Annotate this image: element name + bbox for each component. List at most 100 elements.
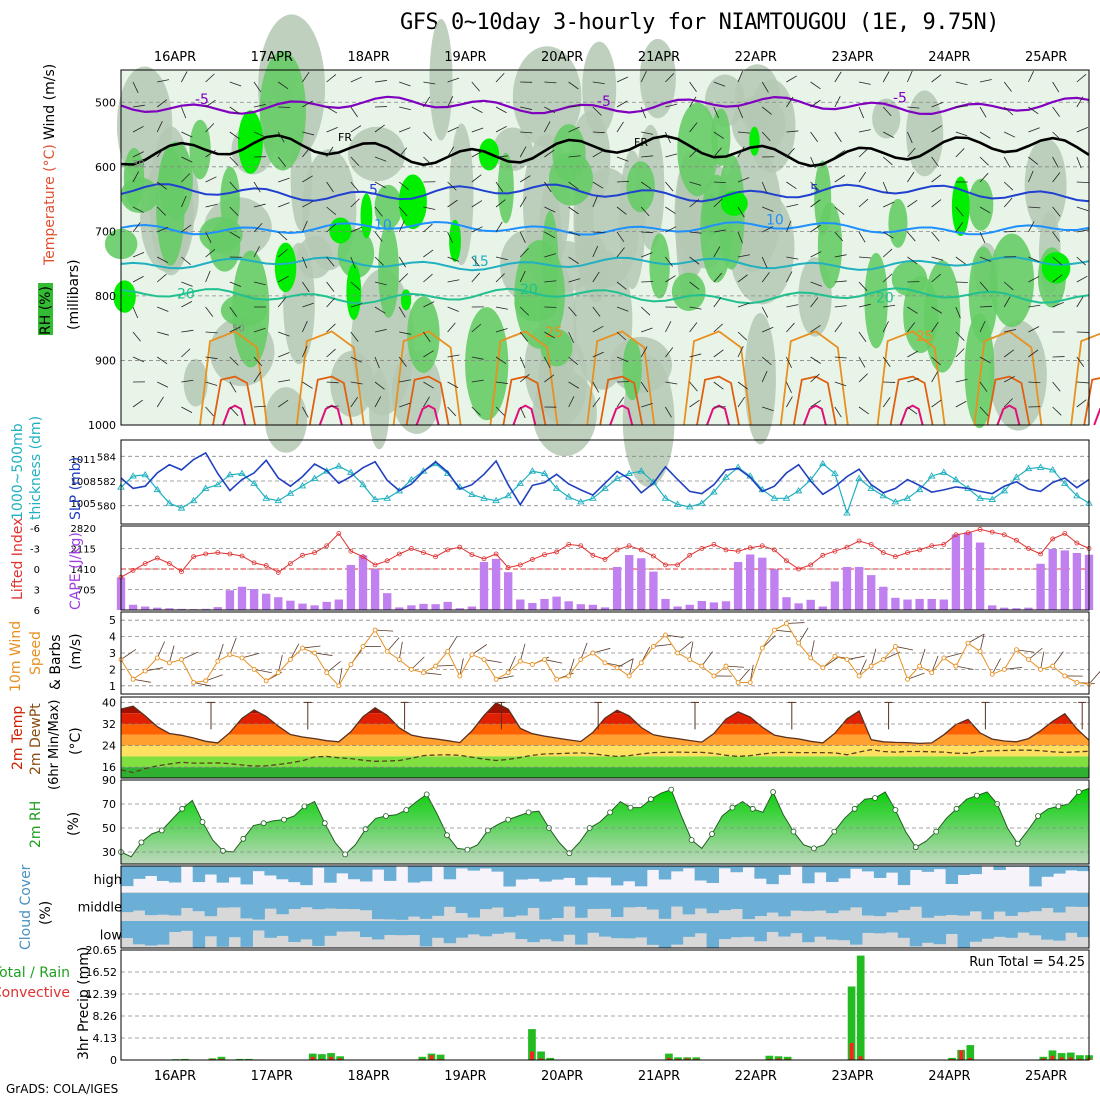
wind-barb — [955, 148, 965, 158]
rh2m-axis-label: 2m RH — [28, 801, 44, 848]
wind-barb — [471, 379, 484, 383]
wind-barb — [229, 231, 241, 239]
wind-barb — [907, 199, 918, 208]
wind-barb — [931, 655, 939, 673]
cape-bar — [201, 608, 210, 610]
wind-barb — [895, 646, 914, 651]
isotherm-line — [120, 95, 1090, 116]
wind-barb — [979, 206, 991, 214]
lifted-index-point — [166, 561, 172, 566]
wind-barb — [544, 231, 556, 239]
wind-barb — [955, 256, 966, 265]
wind-barb — [737, 131, 750, 134]
wind-barb — [592, 231, 605, 234]
thickness-point — [831, 469, 839, 477]
cloud-cover-bar — [1041, 921, 1054, 940]
lifted-index-point — [808, 562, 814, 568]
wind-barb — [411, 656, 425, 670]
panel-frame — [120, 696, 1090, 779]
wind-barb — [979, 156, 989, 166]
precip-convective-bar — [694, 1058, 699, 1060]
wind-barb — [955, 81, 968, 86]
slp-tick-label: 1011 — [71, 455, 96, 466]
wind-barb — [689, 96, 697, 108]
isotherm-label: 20 — [520, 282, 538, 298]
cloud-cover-bar — [885, 866, 899, 873]
cloud-cover-bar — [718, 866, 731, 869]
wind-barb — [302, 200, 314, 208]
isotherm-line — [696, 375, 740, 426]
isotherm-line — [973, 330, 1043, 426]
rh-contour-fill — [968, 246, 998, 344]
cloud-cover-bar — [766, 893, 779, 913]
cape-bar — [625, 555, 634, 610]
wind-speed-point — [166, 660, 172, 666]
precip-convective-bar — [776, 1058, 781, 1060]
lifted-index-point — [1050, 536, 1056, 542]
wind-barb — [955, 665, 974, 670]
wind-barb — [423, 672, 442, 676]
cloud-cover-bar — [814, 866, 827, 873]
wind-barb — [882, 231, 894, 239]
lifted-index-point — [602, 557, 608, 562]
wind-barb — [604, 662, 623, 667]
rh-point — [974, 792, 980, 799]
cloud-cover-bar — [826, 866, 839, 882]
wind-barb — [689, 81, 697, 93]
wind-speed-point — [396, 657, 402, 663]
wind-barb — [870, 648, 877, 667]
wind-barb — [229, 406, 239, 416]
wind-barb — [253, 81, 262, 93]
thickness-point — [310, 474, 319, 481]
li-tick-label: 6 — [34, 606, 40, 617]
cloud-cover-bar — [252, 893, 265, 920]
wind-barb — [798, 627, 809, 644]
wind-barb — [398, 256, 407, 268]
cloud-cover-bar — [730, 921, 743, 938]
wind-barb — [1028, 127, 1040, 133]
cloud-cover-bar — [694, 921, 708, 934]
cloud-cover-bar — [742, 866, 755, 868]
wind-barb — [181, 301, 193, 308]
wind-barb — [689, 256, 700, 265]
wind-barb — [350, 156, 360, 167]
rh-contour-fill — [626, 161, 655, 213]
wind-barb — [640, 381, 649, 393]
cloud-cover-bar — [563, 866, 576, 878]
precip-total-bar — [1039, 1056, 1048, 1060]
lifted-index-point — [433, 554, 439, 560]
panel-thickness-slp: 580 582 584 1005 1008 1011 — [71, 439, 1093, 525]
thickness-tick-label: 582 — [97, 477, 116, 488]
cloud-cover-bar — [826, 921, 839, 940]
wind-barb — [592, 325, 604, 333]
wind-barb — [181, 173, 191, 183]
rh-point — [709, 831, 715, 837]
cape-bar — [588, 604, 598, 610]
rh-contour-fill — [398, 174, 427, 230]
rh-contour-fill — [391, 350, 442, 434]
cape-bar — [504, 572, 513, 610]
wind-barb — [834, 406, 842, 418]
pressure-tick-label: 700 — [95, 225, 116, 238]
cloud-cover-bar — [204, 921, 218, 937]
wind-barb — [278, 177, 290, 183]
wind-barb — [326, 660, 341, 673]
cape-bar — [177, 608, 186, 610]
precip-convective-bar — [429, 1055, 434, 1060]
wind-speed-point — [602, 660, 608, 666]
wind-barb — [774, 629, 793, 633]
wind-barb — [302, 345, 308, 358]
wind-speed-point — [275, 670, 281, 676]
rh-point — [138, 839, 145, 846]
wind-legend-label: Wind (m/s) — [42, 64, 58, 140]
cloud-cover-bar — [766, 866, 779, 885]
wind-barb — [423, 206, 436, 210]
wind-speed-point — [457, 673, 463, 679]
wind-barb — [907, 106, 920, 109]
cloud-cover-bar — [156, 893, 170, 915]
wind-barb — [737, 146, 745, 158]
wind-barb — [398, 220, 405, 233]
cloud-cover-bar — [730, 866, 743, 873]
wind-barb — [495, 328, 508, 333]
wind-barb — [302, 220, 308, 233]
